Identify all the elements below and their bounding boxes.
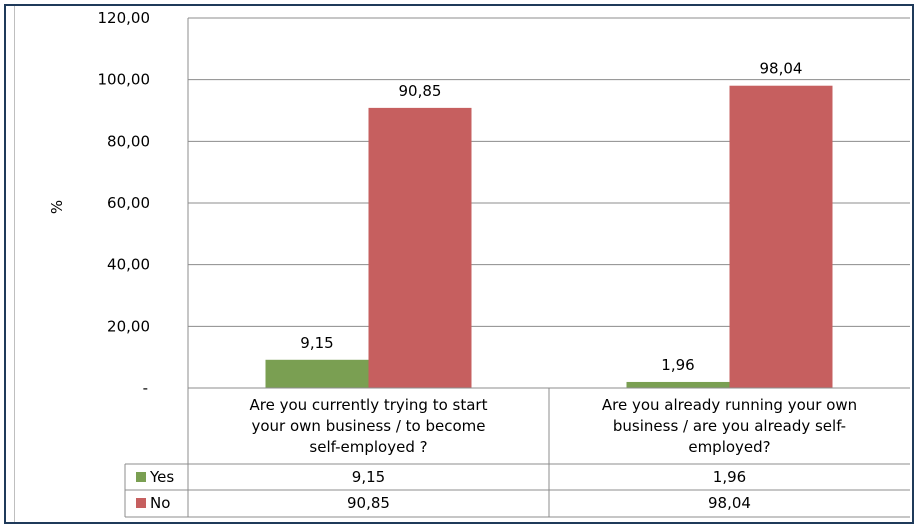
legend-label-no: No: [150, 494, 170, 512]
data-label: 9,15: [300, 334, 333, 352]
bar-no: [729, 85, 833, 389]
category-label: Are you already running your own: [602, 396, 857, 414]
table-value: 9,15: [352, 468, 385, 486]
legend-key-yes: [136, 472, 146, 482]
legend-label-yes: Yes: [149, 468, 174, 486]
data-label: 98,04: [760, 60, 803, 78]
bar-no: [368, 107, 472, 389]
category-label: Are you currently trying to start: [249, 396, 487, 414]
bar-yes: [626, 381, 730, 388]
y-tick-label: 40,00: [107, 256, 150, 274]
bar-yes: [265, 359, 369, 388]
data-label: 90,85: [399, 82, 442, 100]
y-tick-label: 120,00: [98, 9, 151, 27]
chart-area-border: [14, 6, 909, 522]
y-tick-label: 60,00: [107, 194, 150, 212]
legend-key-no: [136, 498, 146, 508]
y-tick-label: 20,00: [107, 317, 150, 335]
y-tick-label: 100,00: [98, 71, 151, 89]
table-value: 1,96: [713, 468, 746, 486]
y-tick-label: 80,00: [107, 132, 150, 150]
y-axis-label: %: [48, 200, 66, 214]
table-value: 98,04: [708, 494, 751, 512]
data-label: 1,96: [661, 356, 694, 374]
table-value: 90,85: [347, 494, 390, 512]
category-label: your own business / to become: [251, 417, 485, 435]
category-label: employed?: [688, 438, 770, 456]
category-label: self-employed ?: [309, 438, 427, 456]
category-label: business / are you already self-: [613, 417, 846, 435]
y-tick-label: -: [143, 379, 148, 397]
